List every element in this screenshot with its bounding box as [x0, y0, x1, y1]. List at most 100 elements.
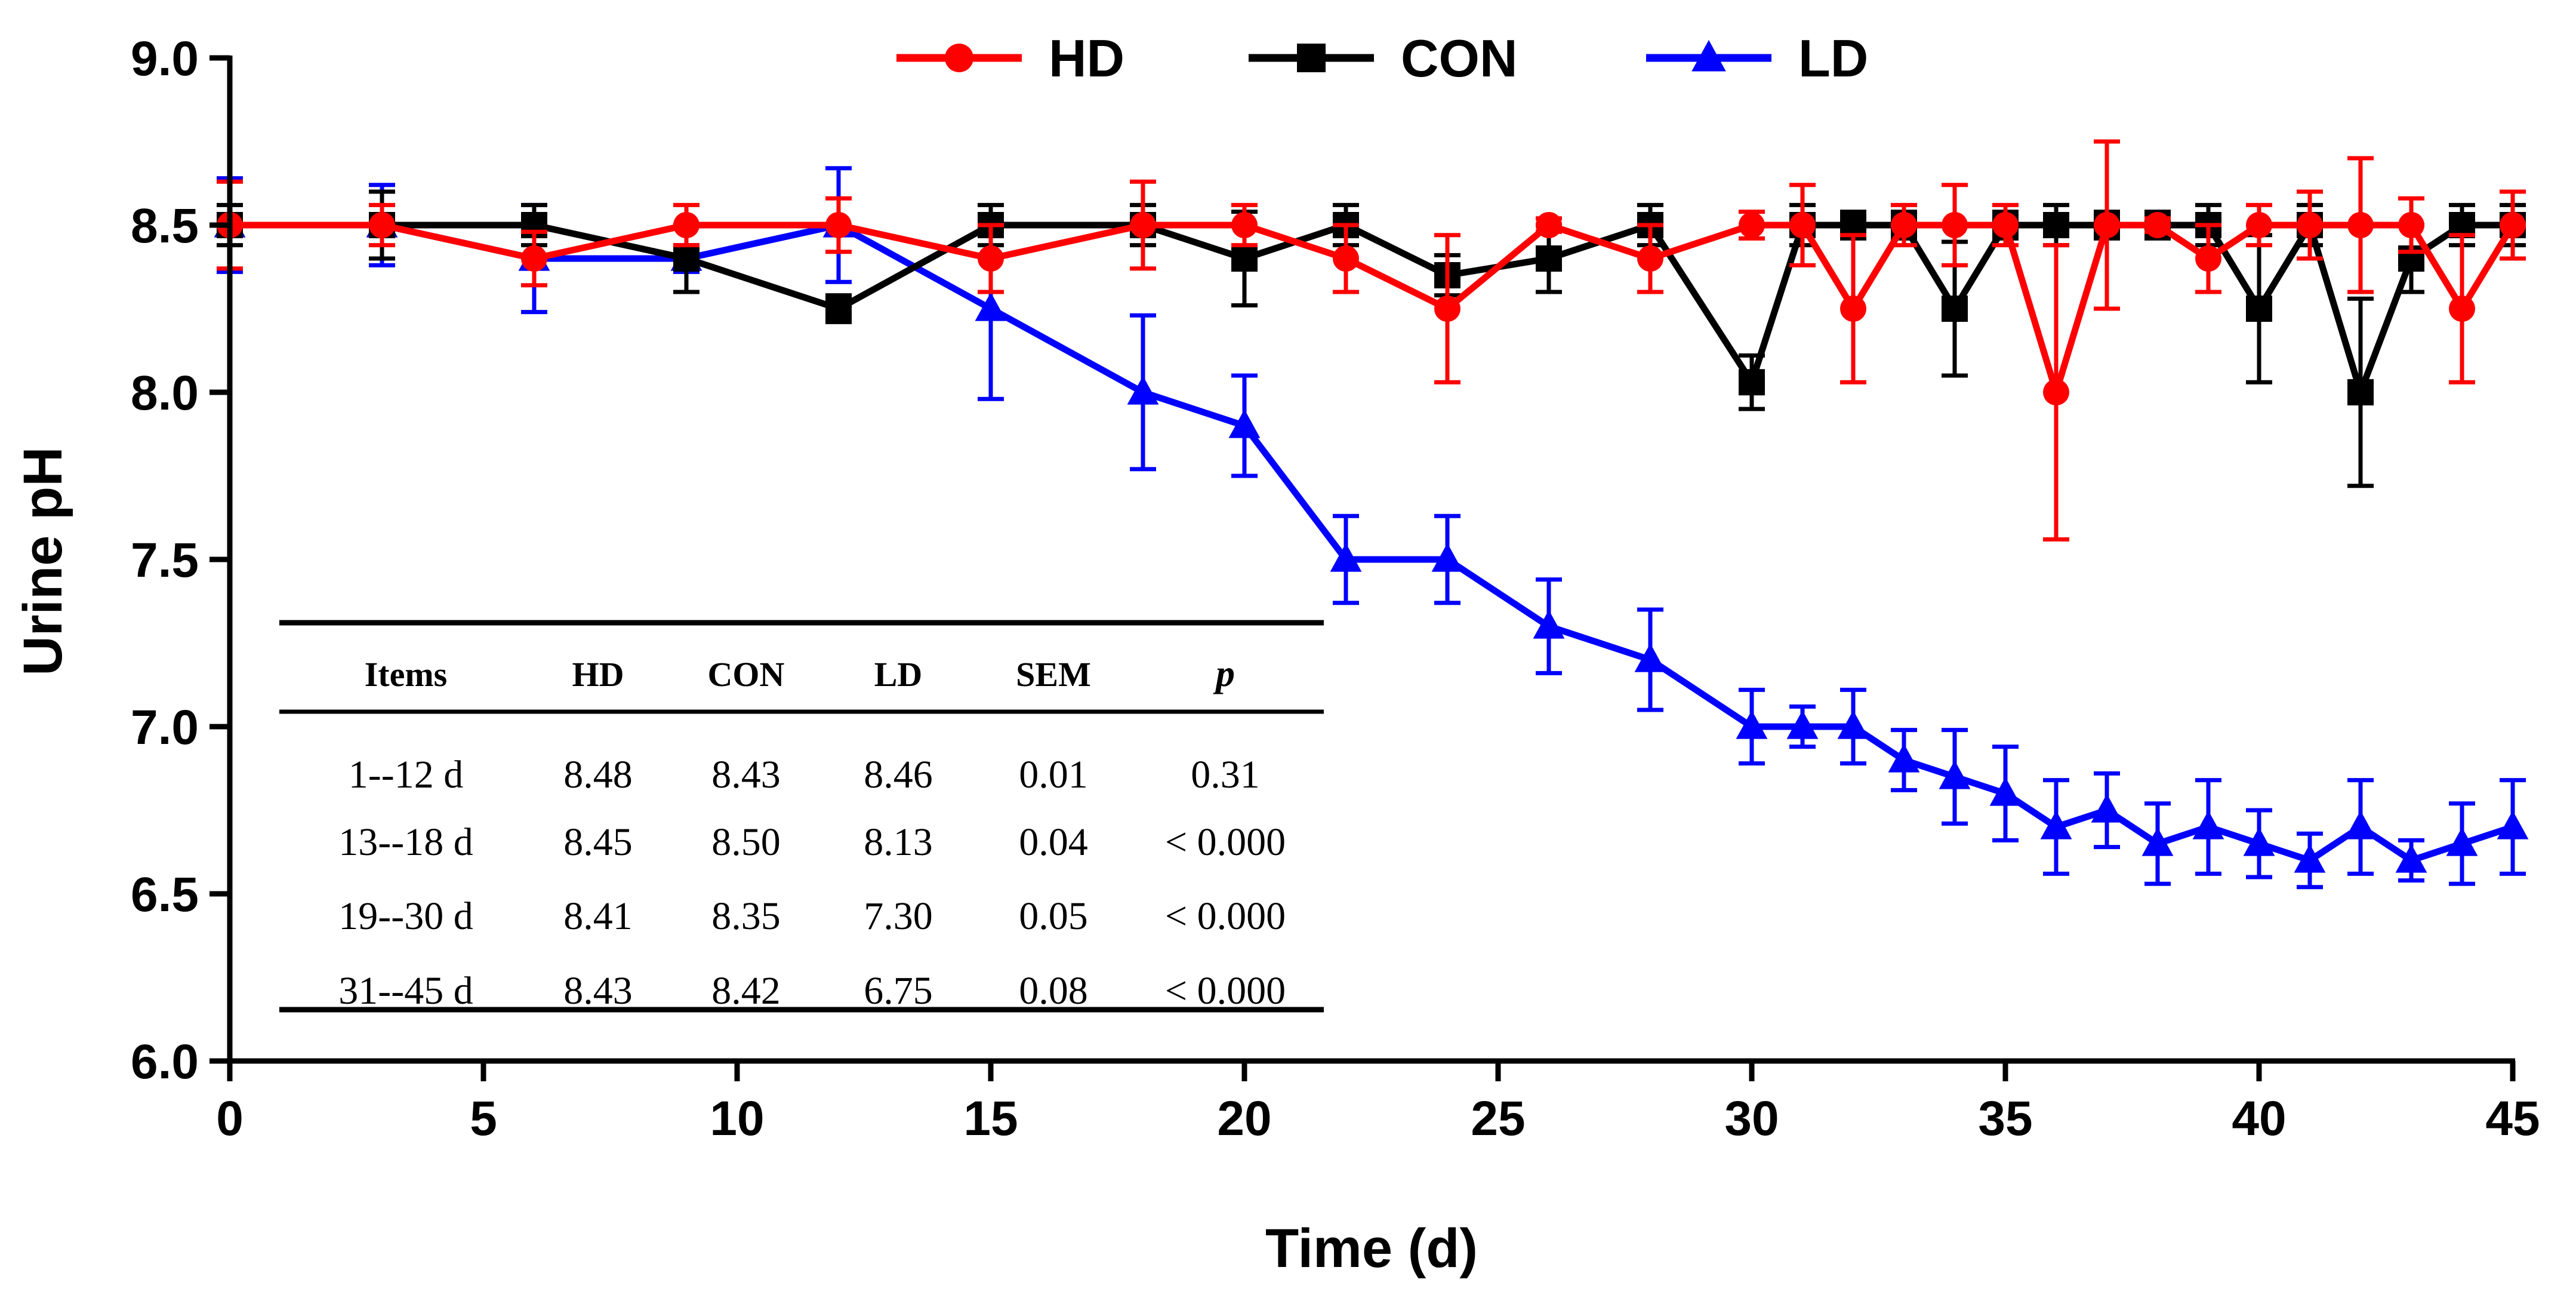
y-tick-label: 6.0	[131, 1035, 199, 1089]
data-point	[2344, 810, 2377, 839]
data-point	[1942, 296, 1968, 322]
table-cell: 8.13	[864, 820, 933, 864]
data-point	[2497, 810, 2529, 839]
data-point	[1888, 743, 1920, 773]
x-tick-label: 10	[710, 1091, 764, 1146]
data-point	[2192, 810, 2224, 839]
table-cell: 0.05	[1019, 894, 1088, 938]
data-point	[2446, 827, 2478, 856]
inset-table: Items HD CON LD SEM p 1--12 d 8.48 8.43 8.46 0.01 0…	[279, 620, 1324, 1013]
data-point	[2195, 245, 2221, 272]
data-point	[1739, 369, 1765, 396]
data-point	[2043, 212, 2069, 238]
series-hd	[217, 139, 2526, 542]
data-point	[2297, 212, 2323, 238]
legend-marker	[945, 44, 973, 72]
table-cell: 13--18 d	[338, 820, 473, 864]
data-point	[1992, 212, 2019, 238]
table-cell: 8.43	[563, 969, 633, 1013]
series-line	[230, 222, 2513, 396]
data-point	[2040, 810, 2072, 839]
data-point	[2094, 212, 2120, 238]
data-point	[521, 245, 547, 272]
data-point	[1989, 777, 2022, 806]
data-point	[1939, 760, 1971, 789]
data-point	[1637, 245, 1663, 272]
table-cell: < 0.000	[1165, 969, 1286, 1013]
table-cell: 8.46	[864, 753, 933, 796]
table-cell: 8.45	[563, 820, 633, 864]
data-point	[825, 212, 852, 238]
table-cell: 8.35	[711, 894, 781, 938]
data-point	[2246, 212, 2272, 238]
data-point	[2395, 844, 2427, 873]
legend-label: LD	[1798, 29, 1868, 88]
data-point	[1789, 212, 1816, 238]
table-cell: 0.08	[1019, 969, 1088, 1013]
data-point	[2347, 212, 2374, 238]
y-tick-label: 7.0	[131, 700, 199, 755]
table-cell: 7.30	[864, 894, 933, 938]
data-point	[1431, 543, 1463, 572]
x-tick-label: 20	[1217, 1091, 1271, 1146]
y-axis-label: Urine pH	[13, 447, 73, 675]
data-point	[825, 296, 852, 322]
table-row: 19--30 d 8.41 8.35 7.30 0.05 < 0.000	[338, 894, 1286, 938]
y-tick-label: 7.5	[131, 533, 199, 588]
data-point	[1739, 212, 1765, 238]
y-tick-label: 8.0	[131, 366, 199, 420]
table-header-cell: HD	[572, 655, 624, 694]
table-header-cell: CON	[708, 655, 785, 694]
table-cell: 8.50	[711, 820, 781, 864]
x-tick-label: 30	[1724, 1091, 1779, 1146]
plot-area	[214, 139, 2529, 890]
data-point	[1434, 296, 1460, 322]
data-point	[978, 245, 1004, 272]
data-point	[2091, 794, 2123, 823]
legend-label: HD	[1049, 29, 1124, 88]
data-point	[2243, 827, 2275, 856]
data-point	[2144, 212, 2171, 238]
data-point	[1127, 376, 1159, 405]
x-tick-label: 0	[216, 1091, 244, 1146]
y-tick-label: 8.5	[131, 199, 199, 253]
data-point	[2294, 844, 2326, 873]
x-axis-label: Time (d)	[1265, 1218, 1478, 1279]
data-point	[1231, 245, 1258, 272]
table-row: 1--12 d 8.48 8.43 8.46 0.01 0.31	[349, 753, 1260, 796]
table-cell: 31--45 d	[338, 969, 473, 1013]
x-tick-label: 45	[2485, 1091, 2540, 1146]
data-point	[1231, 212, 1258, 238]
table-cell: 8.42	[711, 969, 781, 1013]
data-point	[1333, 245, 1359, 272]
table-row: 31--45 d 8.43 8.42 6.75 0.08 < 0.000	[338, 969, 1286, 1013]
table-cell: 8.48	[563, 753, 633, 796]
data-point	[2449, 296, 2475, 322]
legend-marker	[1297, 44, 1326, 72]
table-header-cell: SEM	[1016, 655, 1091, 694]
data-point	[2398, 212, 2424, 238]
table-cell: < 0.000	[1165, 820, 1286, 864]
table-cell: 8.41	[563, 894, 633, 938]
table-row: 13--18 d 8.45 8.50 8.13 0.04 < 0.000	[338, 820, 1286, 864]
x-tick-label: 25	[1471, 1091, 1525, 1146]
table-header-cell: Items	[365, 655, 448, 694]
data-point	[2347, 379, 2374, 405]
data-point	[2043, 379, 2069, 405]
x-tick-label: 40	[2232, 1091, 2286, 1146]
legend-item-hd: HD	[896, 29, 1124, 88]
table-cell: 19--30 d	[338, 894, 473, 938]
data-point	[1837, 710, 1869, 739]
data-point	[2500, 212, 2526, 238]
data-point	[1536, 245, 1562, 272]
table-cell: < 0.000	[1165, 894, 1286, 938]
x-tick-label: 35	[1978, 1091, 2032, 1146]
x-tick-label: 15	[963, 1091, 1018, 1146]
legend: HD CON LD	[896, 29, 1868, 88]
data-point	[1942, 212, 1968, 238]
y-tick-label: 6.5	[131, 868, 199, 922]
data-point	[2141, 827, 2174, 856]
series-line	[230, 222, 2516, 396]
data-point	[369, 212, 395, 238]
